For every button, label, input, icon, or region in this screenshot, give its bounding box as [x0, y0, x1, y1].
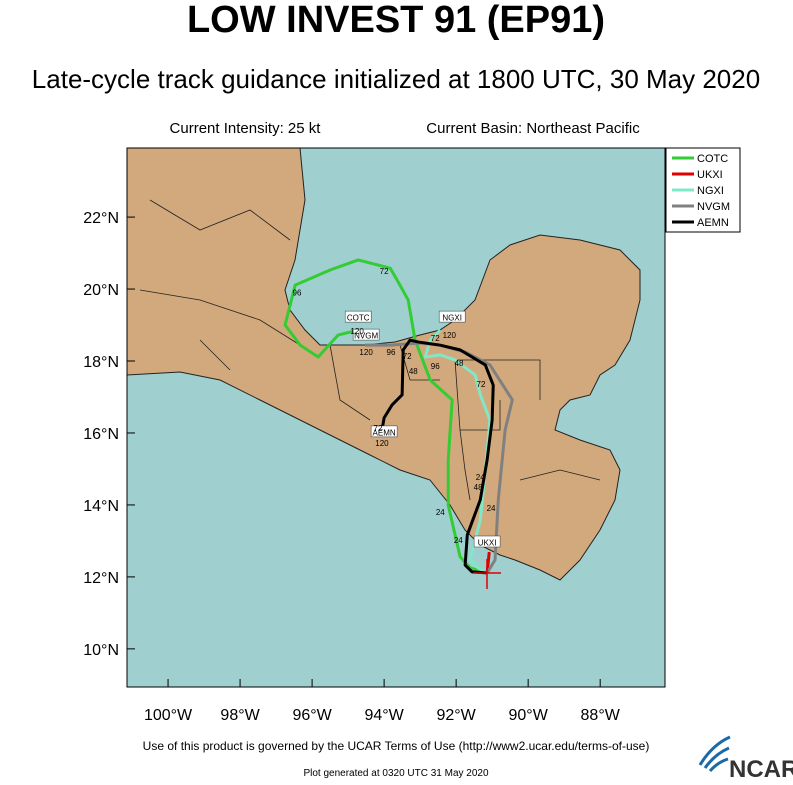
hour-label: 24 — [476, 473, 485, 482]
hour-label: 72 — [374, 424, 383, 433]
hour-label: 24 — [436, 508, 445, 517]
footer: Use of this product is governed by the U… — [143, 739, 650, 753]
y-tick-label: 18°N — [83, 354, 119, 371]
logo: NCAR — [698, 735, 793, 783]
hour-label: 48 — [409, 367, 418, 376]
track-label: NVGM — [354, 332, 378, 341]
hour-label: 120 — [443, 331, 457, 340]
hour-label: 48 — [455, 359, 464, 368]
label-box — [352, 328, 380, 341]
hour-label: 24 — [454, 536, 463, 545]
hour-label: 72 — [431, 334, 440, 343]
y-tick-label: 20°N — [83, 282, 119, 299]
x-tick-label: 98°W — [220, 707, 260, 724]
tracks — [283, 258, 514, 575]
label-box — [370, 425, 398, 438]
subtitle: Late-cycle track guidance initialized at… — [32, 64, 760, 94]
basin: Current Basin: Northeast Pacific — [426, 120, 640, 137]
axes: 100°W 98°W 96°W 94°W 92°W 90°W 88°W 10°N 12°N 14°… — [83, 210, 620, 724]
map-frame — [126, 147, 666, 688]
y-tick-label: 16°N — [83, 426, 119, 443]
label-box — [473, 535, 501, 548]
legend-label: NVGM — [697, 201, 730, 213]
land — [127, 148, 641, 581]
track-label: COTC — [347, 314, 370, 323]
legend-entries: COTC UKXI NGXI NVGM AEMN — [672, 153, 730, 229]
x-tick-label: 88°W — [581, 707, 621, 724]
borders — [454, 359, 471, 501]
intensity: Current Intensity: 25 kt — [170, 120, 322, 137]
legend-label: NGXI — [697, 185, 724, 197]
hour-label: 96 — [293, 289, 302, 298]
logo-mark — [698, 735, 731, 773]
hour-label: 96 — [387, 348, 396, 357]
y-tick-label: 12°N — [83, 570, 119, 587]
x-tick-label: 92°W — [436, 707, 476, 724]
hour-label: 120 — [375, 439, 389, 448]
label-box — [438, 310, 466, 323]
track-label: AEMN — [373, 428, 396, 437]
hour-label: 72 — [403, 352, 412, 361]
hour-label: 96 — [431, 362, 440, 371]
generated: Plot generated at 0320 UTC 31 May 2020 — [303, 768, 489, 779]
track-label: UKXI — [478, 538, 497, 547]
hour-label: 24 — [487, 504, 496, 513]
track — [365, 341, 514, 574]
track — [380, 338, 495, 575]
hour-label: 48 — [474, 483, 483, 492]
legend-label: UKXI — [697, 169, 723, 181]
hour-label: 120 — [359, 348, 373, 357]
hour-label: 72 — [477, 380, 486, 389]
storm-position — [473, 559, 501, 589]
legend-label: AEMN — [697, 217, 729, 229]
track-label: NGXI — [442, 314, 462, 323]
borders — [139, 199, 601, 481]
y-tick-label: 14°N — [83, 498, 119, 515]
x-tick-label: 90°W — [509, 707, 549, 724]
y-tick-label: 10°N — [83, 642, 119, 659]
x-tick-label: 94°W — [364, 707, 404, 724]
title: LOW INVEST 91 (EP91) — [187, 0, 605, 41]
track — [423, 329, 492, 575]
x-tick-label: 96°W — [292, 707, 332, 724]
track — [283, 258, 488, 575]
x-tick-label: 100°W — [144, 707, 193, 724]
label-box — [344, 310, 372, 323]
legend-label: COTC — [697, 153, 728, 165]
logo-text: NCAR — [729, 756, 793, 780]
y-tick-label: 22°N — [83, 210, 119, 227]
hour-label: 120 — [350, 327, 364, 336]
hour-label: 72 — [380, 267, 389, 276]
